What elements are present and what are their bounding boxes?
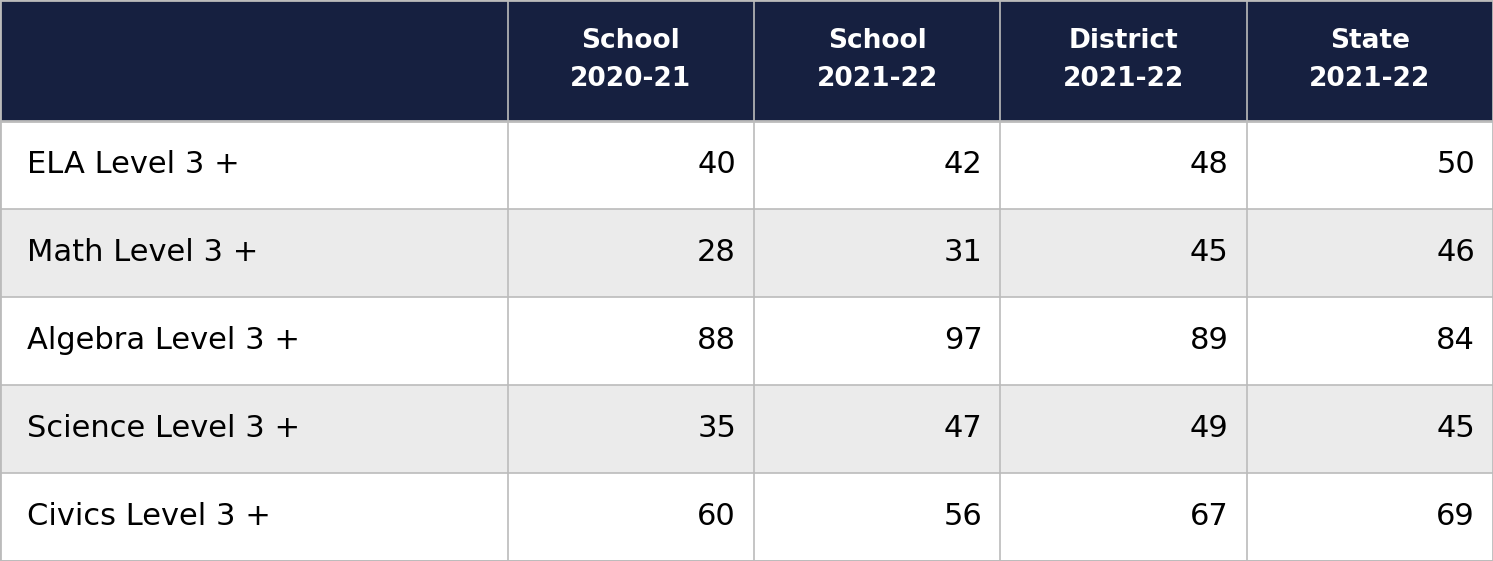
Text: 31: 31: [944, 238, 982, 267]
Bar: [0, 209, 1493, 297]
Text: 50: 50: [1436, 150, 1475, 179]
Text: School
2021-22: School 2021-22: [817, 28, 938, 93]
Text: 28: 28: [697, 238, 736, 267]
Text: 84: 84: [1436, 327, 1475, 355]
Text: 88: 88: [697, 327, 736, 355]
Text: School
2020-21: School 2020-21: [570, 28, 691, 93]
Bar: [0, 0, 1493, 121]
Text: 47: 47: [944, 415, 982, 443]
Text: 56: 56: [944, 503, 982, 531]
Text: ELA Level 3 +: ELA Level 3 +: [27, 150, 239, 179]
Text: 69: 69: [1436, 503, 1475, 531]
Bar: [0, 121, 1493, 209]
Text: 60: 60: [697, 503, 736, 531]
Text: 35: 35: [697, 415, 736, 443]
Text: Civics Level 3 +: Civics Level 3 +: [27, 503, 270, 531]
Text: Science Level 3 +: Science Level 3 +: [27, 415, 300, 443]
Text: District
2021-22: District 2021-22: [1063, 28, 1184, 93]
Text: 48: 48: [1190, 150, 1229, 179]
Text: State
2021-22: State 2021-22: [1309, 28, 1430, 93]
Text: 67: 67: [1190, 503, 1229, 531]
Bar: [0, 385, 1493, 473]
Bar: [0, 473, 1493, 561]
Text: 89: 89: [1190, 327, 1229, 355]
Text: 42: 42: [944, 150, 982, 179]
Text: Algebra Level 3 +: Algebra Level 3 +: [27, 327, 300, 355]
Text: 49: 49: [1190, 415, 1229, 443]
Text: Math Level 3 +: Math Level 3 +: [27, 238, 258, 267]
Text: 46: 46: [1436, 238, 1475, 267]
Text: 40: 40: [697, 150, 736, 179]
Text: 45: 45: [1436, 415, 1475, 443]
Text: 97: 97: [944, 327, 982, 355]
Text: 45: 45: [1190, 238, 1229, 267]
Bar: [0, 297, 1493, 385]
